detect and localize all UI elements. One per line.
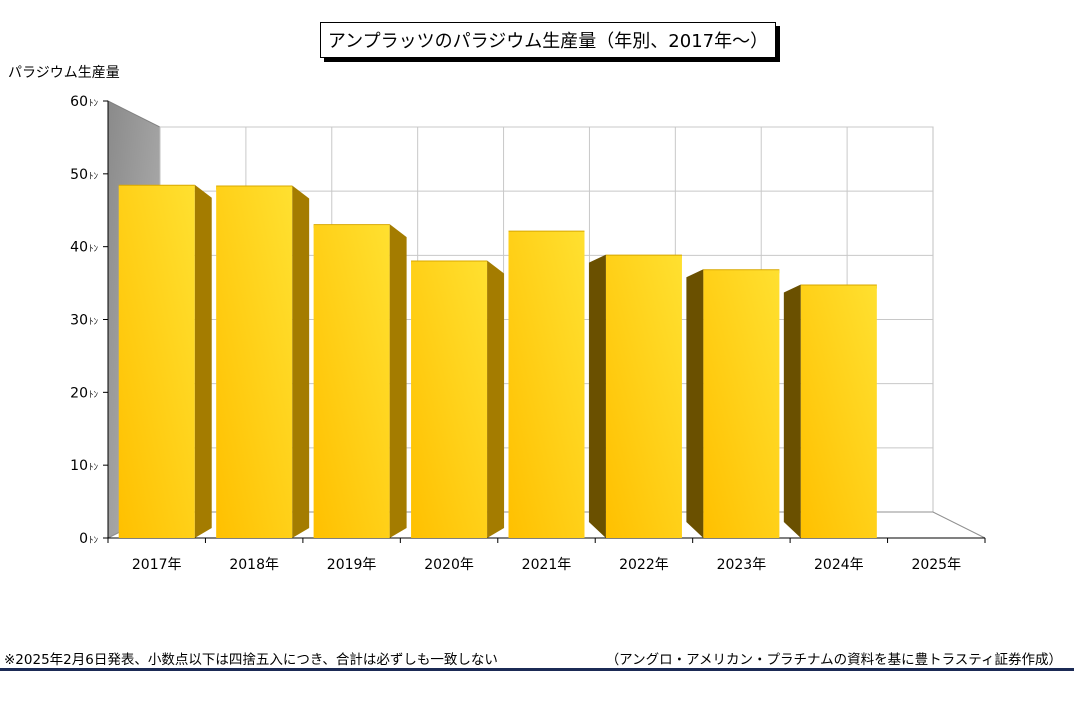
x-tick-label: 2018年 bbox=[229, 557, 279, 573]
bar-2019年 bbox=[313, 224, 407, 539]
x-tick-label: 2021年 bbox=[522, 557, 572, 573]
y-tick-unit: ﾄﾝ bbox=[89, 99, 99, 109]
y-tick-label: 60 bbox=[70, 94, 88, 110]
y-tick-unit: ﾄﾝ bbox=[89, 318, 99, 328]
bar-front bbox=[800, 285, 877, 538]
y-tick-label: 20 bbox=[70, 385, 88, 401]
y-tick-unit: ﾄﾝ bbox=[89, 245, 99, 255]
bar-front bbox=[411, 261, 488, 538]
bar-2018年 bbox=[216, 185, 310, 538]
bar-side bbox=[389, 224, 407, 539]
y-tick-label: 10 bbox=[70, 458, 88, 474]
y-axis-label: パラジウム生産量 bbox=[8, 65, 120, 81]
bar-2021年 bbox=[508, 230, 585, 539]
x-tick-label: 2022年 bbox=[619, 557, 669, 573]
bar-2024年 bbox=[783, 284, 877, 538]
bar-side bbox=[686, 269, 704, 538]
x-tick-label: 2017年 bbox=[132, 557, 182, 573]
bar-2017年 bbox=[118, 184, 212, 538]
bar-side bbox=[588, 254, 606, 538]
bar-2023年 bbox=[686, 269, 780, 538]
bar-side bbox=[487, 260, 505, 538]
y-tick-label: 0 bbox=[79, 531, 88, 547]
y-tick-label: 30 bbox=[70, 313, 88, 329]
y-tick-label: 50 bbox=[70, 167, 88, 183]
bar-side bbox=[194, 184, 212, 538]
bar-front bbox=[216, 186, 293, 538]
bar-front bbox=[508, 231, 585, 539]
footnote: ※2025年2月6日発表、小数点以下は四捨五入につき、合計は必ずしも一致しない bbox=[4, 652, 498, 668]
x-tick-label: 2019年 bbox=[327, 557, 377, 573]
x-tick-label: 2020年 bbox=[424, 557, 474, 573]
bottom-rule bbox=[0, 668, 1074, 671]
y-tick-unit: ﾄﾝ bbox=[89, 390, 99, 400]
x-tick-label: 2023年 bbox=[717, 557, 767, 573]
x-tick-label: 2025年 bbox=[911, 557, 961, 573]
y-tick-label: 40 bbox=[70, 240, 88, 256]
y-tick-unit: ﾄﾝ bbox=[89, 463, 99, 473]
y-tick-unit: ﾄﾝ bbox=[89, 172, 99, 182]
bar-front bbox=[605, 255, 682, 538]
bar-2020年 bbox=[411, 260, 505, 538]
bar-front bbox=[118, 185, 195, 538]
bar-side bbox=[292, 185, 310, 538]
source-note: （アングロ・アメリカン・プラチナムの資料を基に豊トラスティ証券作成） bbox=[605, 652, 1062, 668]
bar-front bbox=[703, 270, 780, 538]
bar-front bbox=[313, 225, 390, 539]
y-tick-unit: ﾄﾝ bbox=[89, 536, 99, 546]
bar-2022年 bbox=[588, 254, 682, 538]
chart-title: アンプラッツのパラジウム生産量（年別、2017年～） bbox=[320, 22, 776, 58]
bar-side bbox=[783, 284, 801, 538]
x-tick-label: 2024年 bbox=[814, 557, 864, 573]
